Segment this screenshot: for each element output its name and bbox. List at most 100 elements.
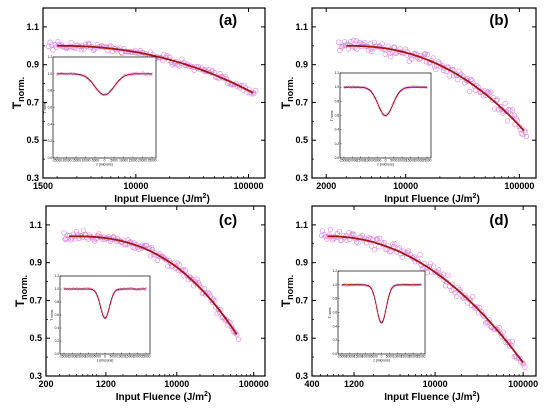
data-point	[355, 240, 361, 246]
data-point	[432, 269, 438, 276]
data-point	[486, 90, 492, 96]
data-point	[167, 260, 174, 266]
inset-x-tick-label: 5000	[110, 159, 117, 163]
data-point	[49, 42, 55, 48]
y-axis-label: Tnorm.	[279, 77, 295, 109]
data-point	[215, 306, 222, 313]
data-point	[368, 243, 375, 249]
inset-data-point	[93, 84, 96, 87]
y-tick-label: 0.3	[295, 173, 308, 183]
data-point	[365, 47, 372, 53]
x-axis-label-sup: 2	[204, 391, 208, 398]
fit-curve	[69, 235, 238, 335]
data-point	[147, 253, 153, 259]
inset-chart: 0.00.20.40.60.81.01.2-25000-20000-15000-…	[43, 55, 157, 167]
inset-x-tick-label: -20000	[62, 159, 72, 163]
inset-x-tick-label: 15000	[125, 355, 134, 359]
data-point	[96, 231, 102, 237]
data-point	[78, 47, 85, 53]
data-point	[85, 40, 92, 46]
inset-x-tick-label: 0	[104, 355, 106, 359]
data-point	[132, 245, 138, 251]
data-point	[369, 48, 375, 54]
y-axis-label-sub: norm.	[19, 275, 29, 300]
data-point	[392, 241, 398, 247]
inset-x-tick-label: 15000	[129, 159, 138, 163]
data-point	[509, 107, 516, 113]
inset-y-tick-label: 0.4	[55, 326, 60, 330]
inset-data-point	[121, 76, 124, 79]
data-point	[430, 55, 436, 61]
data-point	[436, 267, 442, 273]
data-point	[164, 257, 170, 263]
x-tick-label: 10000	[393, 181, 418, 191]
x-axis-label-text: Input Fluence (J/m	[384, 194, 472, 205]
data-point	[253, 87, 259, 94]
data-point	[349, 231, 356, 237]
inset-y-tick-label: 0.0	[335, 156, 340, 160]
x-tick-label: 10000	[423, 379, 448, 389]
y-tick-label: 0.3	[29, 371, 42, 381]
data-point	[507, 343, 513, 349]
x-tick-label: 1200	[96, 379, 116, 389]
inset-y-tick-label: 1.2	[335, 71, 340, 75]
plot-frame	[311, 7, 537, 179]
data-point	[424, 51, 431, 58]
inset-x-tick-label: 20000	[133, 355, 142, 359]
data-point	[480, 312, 486, 318]
data-point	[453, 293, 460, 299]
data-point	[206, 291, 213, 297]
inset-y-label: T norm.	[328, 307, 332, 319]
x-tick-label: 200	[38, 379, 53, 389]
inset-y-tick-label: 0.2	[335, 142, 340, 146]
y-tick-label: 1.1	[29, 220, 42, 230]
data-point	[327, 226, 334, 233]
data-point	[522, 364, 528, 370]
data-point	[446, 73, 452, 79]
inset-y-tick-label: 0.6	[333, 311, 338, 315]
x-axis-label: Input Fluence (J/m2)	[384, 391, 480, 403]
x-axis-label-text: Input Fluence (J/m	[384, 392, 472, 403]
inset-x-tick-label: -20000	[345, 355, 355, 359]
fit-curve	[57, 44, 254, 94]
inset-x-tick-label: 25000	[423, 159, 432, 163]
inset-x-label: z (microns)	[97, 359, 114, 363]
inset-y-tick-label: 1.2	[48, 55, 53, 59]
data-point	[399, 254, 405, 260]
data-point	[520, 361, 527, 367]
data-point	[500, 329, 506, 335]
data-point	[456, 68, 462, 74]
chart-panel: 0.30.50.70.91.1200 1200 10000 100000(c)Inpu…	[13, 205, 269, 403]
data-point	[502, 100, 508, 107]
inset-x-tick-label: 10000	[393, 355, 402, 359]
data-point	[430, 263, 437, 269]
inset-y-tick-label: 0.2	[55, 339, 60, 343]
data-point	[154, 257, 161, 264]
inset-y-tick-label: 0.2	[48, 139, 53, 143]
x-tick-label: 10000	[164, 379, 189, 389]
inset-x-tick-label: -5000	[373, 159, 381, 163]
data-point	[497, 330, 504, 337]
data-point	[161, 51, 167, 57]
data-point	[201, 285, 207, 292]
data-point	[65, 236, 71, 242]
inset-x-tick-label: 25000	[417, 355, 426, 359]
inset-x-tick-label: 25000	[148, 159, 157, 163]
inset-y-tick-label: 1.2	[333, 269, 338, 273]
inset-x-tick-label: -20000	[67, 355, 77, 359]
data-point	[164, 52, 170, 59]
data-point	[421, 51, 428, 57]
data-point	[339, 44, 346, 50]
y-axis-label: Tnorm.	[13, 275, 29, 307]
data-point	[504, 118, 511, 124]
inset-x-tick-label: -25000	[337, 355, 347, 359]
inset-chart: 0.00.20.40.60.81.01.2-25000-20000-15000-…	[50, 274, 151, 363]
inset-y-tick-label: 0.8	[335, 99, 340, 103]
x-axis-label-sup: 2	[473, 193, 477, 200]
data-point	[217, 70, 223, 77]
data-point	[433, 66, 439, 73]
data-point	[341, 42, 347, 49]
